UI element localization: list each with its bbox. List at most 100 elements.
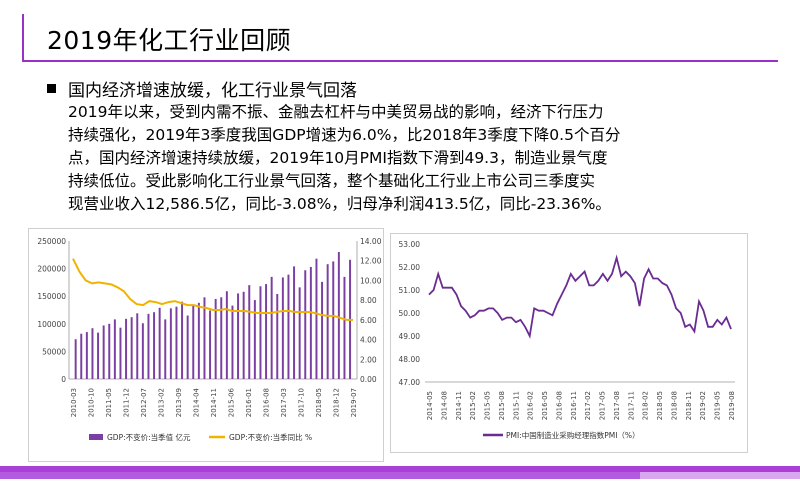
- x-tick-label: 2014-05: [426, 391, 434, 420]
- x-tick-label: 2010-10: [88, 388, 96, 417]
- gdp-bar: [259, 286, 262, 379]
- legend-bar-swatch: [89, 434, 103, 440]
- x-tick-label: 2017-10: [298, 388, 306, 417]
- gdp-bar: [141, 323, 144, 379]
- x-tick-label: 2014-11: [455, 391, 463, 420]
- x-tick-label: 2018-02: [642, 391, 650, 420]
- x-tick-label: 2011-05: [105, 388, 113, 417]
- x-tick-label: 2016-11: [570, 391, 578, 420]
- gdp-bar: [158, 307, 161, 379]
- right-tick-label: 2.00: [360, 355, 377, 364]
- page-title: 2019年化工行业回顾: [47, 26, 292, 55]
- x-tick-label: 2014-11: [210, 388, 218, 417]
- footer-gradient-bar: [0, 472, 800, 479]
- gdp-bar: [113, 319, 116, 379]
- pmi-chart: 53.00 52.00 51.00 50.00 49.00 48.00 47.00 2014-…: [399, 240, 736, 440]
- gdp-bar: [125, 318, 128, 379]
- gdp-bar: [293, 266, 296, 379]
- gdp-bar: [97, 332, 100, 379]
- x-tick-label: 2019-07: [350, 388, 358, 417]
- gdp-bar: [304, 270, 307, 379]
- gdp-bar: [186, 315, 189, 379]
- pmi-line: [428, 254, 732, 339]
- x-tick-label: 2012-07: [140, 388, 148, 417]
- gdp-bar: [91, 328, 94, 379]
- left-tick-label: 250000: [37, 237, 66, 246]
- gdp-bar: [298, 287, 301, 379]
- gdp-bar: [164, 319, 167, 379]
- y-tick-label: 52.00: [399, 263, 421, 272]
- gdp-bar: [136, 313, 139, 379]
- x-tick-label: 2011-12: [123, 388, 131, 417]
- paragraph-line: 点，国内经济增速持续放缓，2019年10月PMI指数下滑到49.3，制造业景气度: [68, 149, 608, 167]
- y-tick-label: 49.00: [399, 332, 421, 341]
- x-tick-label: 2017-03: [280, 388, 288, 417]
- left-tick-label: 50000: [42, 347, 66, 356]
- y-tick-label: 47.00: [399, 378, 421, 387]
- left-tick-label: 150000: [37, 292, 66, 301]
- x-tick-label: 2017-05: [599, 391, 607, 420]
- gdp-growth-line: [72, 258, 353, 321]
- y-tick-label: 50.00: [399, 309, 421, 318]
- gdp-bar: [214, 298, 217, 379]
- x-tick-label: 2015-06: [228, 387, 236, 417]
- gdp-bar: [287, 274, 290, 379]
- gdp-bar: [265, 284, 268, 379]
- left-tick-label: 100000: [37, 320, 66, 329]
- gdp-bar: [321, 281, 324, 379]
- paragraph-line: 持续强化，2019年3季度我国GDP增速为6.0%，比2018年3季度下降0.5…: [68, 126, 621, 144]
- gdp-bar: [343, 276, 346, 379]
- x-tick-label: 2016-05: [541, 391, 549, 420]
- title-underline: [22, 60, 778, 62]
- gdp-bar: [220, 297, 223, 379]
- legend-line-label: GDP:不变价:当季同比 %: [229, 432, 312, 442]
- x-tick-label: 2017-11: [627, 391, 635, 420]
- right-tick-label: 4.00: [360, 336, 377, 345]
- right-tick-label: 14.00: [360, 237, 382, 246]
- gdp-bar: [169, 308, 172, 379]
- right-tick-label: 6.00: [360, 316, 377, 325]
- x-tick-label: 2016-01: [245, 388, 253, 417]
- gdp-bar: [326, 264, 329, 379]
- gdp-bar: [119, 327, 122, 379]
- gdp-bar: [203, 297, 206, 379]
- x-tick-label: 2010-03: [70, 388, 78, 417]
- square-bullet-icon: [47, 84, 56, 93]
- body-paragraph: 2019年以来，受到内需不振、金融去杠杆与中美贸易战的影响，经济下行压力 持续强…: [68, 101, 680, 216]
- x-tick-label: 2015-02: [469, 391, 477, 420]
- x-tick-label: 2015-11: [512, 391, 520, 420]
- bullet-heading-text: 国内经济增速放缓，化工行业景气回落: [68, 81, 357, 101]
- gdp-bar: [242, 291, 245, 379]
- gdp-bar: [337, 252, 340, 379]
- right-tick-label: 0.00: [360, 375, 377, 384]
- gdp-bar: [197, 302, 200, 379]
- x-tick-label: 2017-02: [584, 391, 592, 420]
- gdp-bar: [192, 305, 195, 379]
- gdp-bar: [231, 305, 234, 379]
- gdp-bar: [253, 300, 256, 379]
- gdp-bar: [85, 332, 88, 379]
- gdp-bar: [309, 266, 312, 379]
- gdp-chart-panel: 250000 200000 150000 100000 50000 0 14.00 12.00…: [28, 228, 384, 462]
- x-tick-label: 2014-04: [193, 387, 201, 417]
- gdp-bar: [102, 325, 105, 379]
- x-tick-label: 2015-05: [484, 391, 492, 420]
- x-tick-label: 2016-08: [263, 388, 271, 417]
- gdp-bar: [237, 293, 240, 379]
- bullet-heading: 国内经济增速放缓，化工行业景气回落: [47, 76, 357, 101]
- legend-line-label: PMI:中国制造业采购经理指数PMI（%）: [506, 430, 640, 440]
- paragraph-line: 现营业收入12,586.5亿，同比-3.08%，归母净利润413.5亿，同比-2…: [68, 195, 611, 213]
- gdp-bar: [153, 312, 156, 379]
- gdp-bar: [181, 301, 184, 379]
- left-tick-label: 200000: [37, 265, 66, 274]
- gdp-bar: [209, 310, 212, 379]
- x-tick-label: 2018-08: [670, 391, 678, 420]
- y-tick-label: 53.00: [399, 240, 421, 249]
- pmi-chart-panel: 53.00 52.00 51.00 50.00 49.00 48.00 47.00 2014-…: [390, 233, 748, 453]
- gdp-bar: [315, 258, 318, 379]
- gdp-bar: [80, 333, 83, 379]
- x-tick-label: 2019-02: [699, 391, 707, 420]
- gdp-bar: [332, 261, 335, 379]
- x-tick-label: 2014-08: [440, 391, 448, 420]
- y-tick-label: 48.00: [399, 355, 421, 364]
